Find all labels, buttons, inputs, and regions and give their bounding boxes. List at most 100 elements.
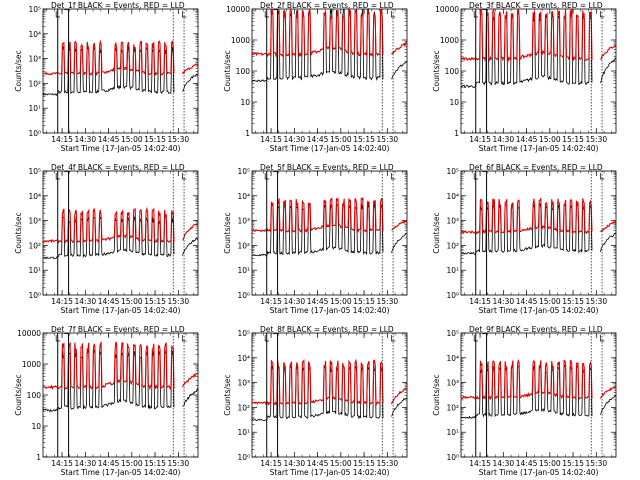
x-tick-label: 15:00 — [121, 135, 143, 144]
x-tick-label: 14:15 — [469, 459, 491, 468]
y-tick-label: 10² — [446, 241, 459, 250]
events-series-line — [42, 349, 199, 413]
y-tick-label: 10 — [240, 98, 250, 107]
x-tick-label: 15:15 — [144, 135, 166, 144]
x-tick-label: 14:30 — [284, 459, 306, 468]
marker-bracket — [264, 11, 270, 18]
x-tick-label: 14:30 — [75, 135, 97, 144]
y-tick-label: 1000 — [440, 36, 459, 45]
x-tick-label: 14:15 — [260, 297, 282, 306]
x-tick-label: 14:30 — [284, 135, 306, 144]
y-tick-label: 10⁵ — [237, 329, 250, 338]
x-tick-label: 15:30 — [586, 459, 608, 468]
y-tick-label: 10¹ — [446, 266, 459, 275]
y-tick-label: 100 — [236, 67, 251, 76]
y-tick-label: 10000 — [17, 329, 41, 338]
marker-bracket — [473, 335, 479, 342]
plot-frame — [251, 170, 408, 296]
marker-bracket — [600, 335, 605, 342]
x-tick-label: 14:15 — [51, 135, 73, 144]
panel-title: Det_1f BLACK = Events, RED = LLD — [51, 1, 185, 10]
x-axis-label: Start Time (17-Jan-05 14:02:40) — [479, 468, 599, 477]
x-tick-label: 15:00 — [330, 297, 352, 306]
x-axis-label: Start Time (17-Jan-05 14:02:40) — [479, 144, 599, 153]
x-tick-label: 14:15 — [51, 459, 73, 468]
x-tick-label: 14:45 — [307, 459, 329, 468]
x-tick-label: 14:30 — [493, 459, 515, 468]
x-tick-label: 14:45 — [98, 135, 120, 144]
x-tick-label: 15:00 — [121, 459, 143, 468]
y-tick-label: 10⁴ — [446, 354, 459, 363]
y-tick-label: 100 — [445, 67, 460, 76]
y-tick-label: 10⁴ — [28, 30, 41, 39]
x-tick-label: 15:15 — [144, 297, 166, 306]
x-tick-label: 15:15 — [562, 135, 584, 144]
panel-title: Det_4f BLACK = Events, RED = LLD — [51, 163, 185, 172]
y-tick-label: 10⁰ — [28, 291, 41, 300]
x-tick-label: 14:45 — [307, 297, 329, 306]
marker-bracket — [600, 173, 605, 180]
x-tick-label: 14:15 — [260, 459, 282, 468]
y-tick-label: 10⁰ — [28, 129, 41, 138]
x-tick-label: 14:45 — [516, 459, 538, 468]
y-tick-label: 10³ — [446, 217, 459, 226]
x-tick-label: 15:15 — [144, 459, 166, 468]
y-tick-label: 10² — [28, 241, 41, 250]
y-tick-label: 10⁰ — [446, 453, 459, 462]
y-tick-label: 10¹ — [28, 104, 41, 113]
panel-det-7f: 1 10 100 1000 10000 14:15 14:30 14:45 15:00 15:15… — [14, 325, 199, 477]
panel-title: Det_8f BLACK = Events, RED = LLD — [260, 325, 394, 334]
lld-series-line — [251, 196, 408, 234]
x-tick-label: 14:30 — [493, 297, 515, 306]
marker-bracket — [391, 335, 396, 342]
lld-series-line — [42, 340, 199, 391]
x-tick-label: 14:15 — [469, 135, 491, 144]
y-tick-label: 10² — [237, 241, 250, 250]
x-tick-label: 14:15 — [260, 135, 282, 144]
y-tick-label: 100 — [27, 391, 42, 400]
y-axis-label: Counts/sec — [14, 374, 23, 415]
panel-title: Det_5f BLACK = Events, RED = LLD — [260, 163, 394, 172]
y-axis-label: Counts/sec — [223, 50, 232, 91]
marker-bracket — [391, 11, 396, 18]
marker-bracket — [391, 173, 396, 180]
y-tick-label: 10⁴ — [446, 192, 459, 201]
y-tick-label: 10³ — [446, 379, 459, 388]
x-tick-label: 14:30 — [75, 459, 97, 468]
marker-bracket — [473, 173, 479, 180]
y-tick-label: 10⁰ — [446, 291, 459, 300]
panel-det-2f: 1 10 100 1000 10000 14:15 14:30 14:45 15:00 15:15… — [223, 1, 408, 153]
y-tick-label: 10³ — [28, 55, 41, 64]
x-tick-label: 15:00 — [539, 297, 561, 306]
marker-bracket — [55, 173, 61, 180]
marker-bracket — [55, 335, 61, 342]
x-tick-label: 15:30 — [377, 297, 399, 306]
x-tick-label: 14:30 — [284, 297, 306, 306]
y-tick-label: 10⁴ — [237, 354, 250, 363]
y-axis-label: Counts/sec — [432, 374, 441, 415]
y-tick-label: 10⁰ — [237, 291, 250, 300]
x-tick-label: 14:45 — [307, 135, 329, 144]
x-axis-label: Start Time (17-Jan-05 14:02:40) — [270, 144, 390, 153]
y-axis-label: Counts/sec — [432, 212, 441, 253]
y-tick-label: 10000 — [226, 5, 250, 14]
x-tick-label: 15:00 — [330, 459, 352, 468]
marker-bracket — [55, 11, 61, 18]
y-tick-label: 10² — [28, 79, 41, 88]
x-tick-label: 14:15 — [51, 297, 73, 306]
lld-series-line — [460, 8, 617, 63]
x-tick-label: 14:15 — [469, 297, 491, 306]
x-axis-label: Start Time (17-Jan-05 14:02:40) — [270, 468, 390, 477]
lld-series-line — [460, 358, 617, 401]
y-tick-label: 10⁵ — [446, 167, 459, 176]
x-tick-label: 14:45 — [516, 135, 538, 144]
y-tick-label: 10² — [446, 403, 459, 412]
x-tick-label: 14:45 — [98, 459, 120, 468]
y-tick-label: 10⁵ — [28, 167, 41, 176]
y-tick-label: 10³ — [237, 217, 250, 226]
y-axis-label: Counts/sec — [432, 50, 441, 91]
